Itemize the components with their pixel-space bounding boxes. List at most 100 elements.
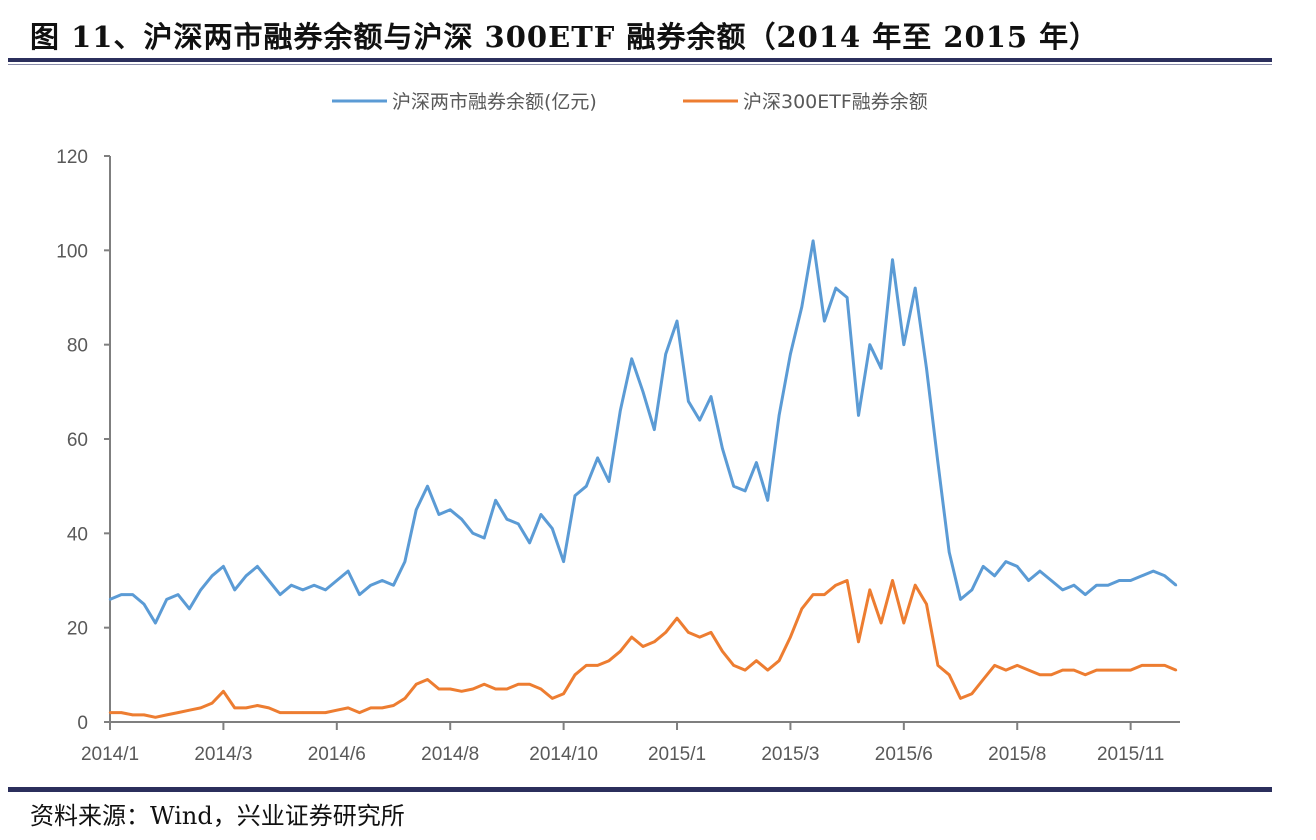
data-point — [755, 659, 758, 662]
data-point — [256, 565, 259, 568]
data-point — [1072, 584, 1076, 587]
data-point — [641, 645, 645, 648]
x-tick-label: 2014/10 — [529, 744, 598, 765]
data-point — [437, 687, 441, 691]
data-point — [335, 579, 339, 582]
data-point — [301, 711, 304, 714]
data-point — [551, 697, 554, 700]
data-point — [891, 579, 894, 582]
data-point — [766, 668, 769, 672]
data-point — [800, 305, 803, 309]
data-point — [1016, 565, 1019, 568]
data-point — [743, 668, 747, 672]
data-point — [573, 494, 577, 497]
data-point — [358, 711, 361, 714]
data-point — [1106, 668, 1110, 672]
data-point — [244, 574, 248, 577]
data-point — [585, 484, 588, 488]
data-point — [426, 484, 429, 488]
data-point — [290, 711, 293, 714]
data-point — [811, 239, 815, 243]
data-point — [165, 713, 168, 717]
data-point — [596, 456, 599, 460]
data-point — [471, 687, 475, 691]
data-point — [1106, 584, 1110, 587]
data-point — [1095, 668, 1098, 672]
data-point — [993, 574, 996, 577]
data-point — [1027, 579, 1030, 582]
data-point — [936, 461, 940, 464]
data-point — [879, 621, 883, 625]
footer-divider — [8, 787, 1272, 792]
data-point — [902, 621, 906, 625]
data-point — [414, 508, 418, 511]
x-tick-label: 2015/8 — [988, 744, 1046, 765]
data-point — [210, 574, 214, 577]
data-point — [1140, 574, 1144, 577]
data-point — [346, 569, 350, 573]
data-point — [233, 588, 236, 592]
data-point — [120, 711, 123, 714]
data-point — [653, 428, 656, 431]
data-point — [664, 352, 667, 356]
data-point — [1118, 579, 1121, 582]
data-point — [857, 414, 860, 417]
x-tick-label: 2014/6 — [308, 744, 366, 765]
data-point — [732, 484, 735, 488]
data-point — [1129, 668, 1132, 672]
data-point — [868, 588, 872, 592]
data-point — [403, 697, 407, 700]
data-point — [675, 617, 679, 620]
data-point — [925, 602, 928, 606]
data-point — [1061, 588, 1064, 592]
data-point — [154, 621, 157, 625]
data-point — [324, 711, 327, 714]
data-point — [380, 579, 384, 582]
data-point — [528, 683, 531, 686]
data-point — [142, 602, 146, 606]
data-point — [369, 706, 373, 710]
data-point — [1118, 668, 1121, 672]
data-point — [278, 711, 282, 714]
data-point — [494, 687, 497, 691]
data-point — [936, 664, 940, 667]
data-point — [1140, 664, 1144, 667]
data-point — [108, 711, 112, 714]
data-point — [1084, 593, 1087, 596]
data-point — [959, 697, 962, 700]
data-point — [222, 565, 225, 568]
data-point — [290, 584, 293, 587]
y-tick-label: 120 — [56, 147, 88, 168]
data-point — [244, 706, 248, 710]
data-point — [539, 687, 543, 691]
data-point — [913, 286, 917, 290]
data-point — [777, 659, 781, 662]
data-point — [222, 690, 225, 693]
data-point — [789, 635, 792, 639]
data-point — [630, 357, 633, 361]
data-point — [732, 664, 735, 667]
data-point — [970, 588, 974, 592]
series-line-2 — [110, 579, 1177, 719]
legend-label-2: 沪深300ETF融券余额 — [743, 91, 928, 113]
data-point — [188, 607, 191, 610]
data-point — [664, 631, 667, 634]
data-point — [369, 584, 373, 587]
data-point — [789, 352, 792, 356]
data-point — [233, 706, 236, 710]
data-point — [312, 584, 316, 587]
data-point — [176, 593, 180, 596]
data-point — [947, 551, 951, 554]
data-point — [573, 673, 577, 677]
data-point — [743, 489, 747, 493]
data-point — [346, 706, 350, 710]
data-point — [154, 716, 157, 719]
data-point — [947, 673, 951, 677]
data-point — [517, 522, 520, 526]
data-point — [460, 517, 463, 521]
y-tick-label: 0 — [77, 713, 88, 734]
data-point — [755, 461, 758, 464]
data-point — [596, 664, 599, 667]
figure-title: 图 11、沪深两市融券余额与沪深 300ETF 融券余额（2014 年至 201… — [30, 20, 1100, 54]
